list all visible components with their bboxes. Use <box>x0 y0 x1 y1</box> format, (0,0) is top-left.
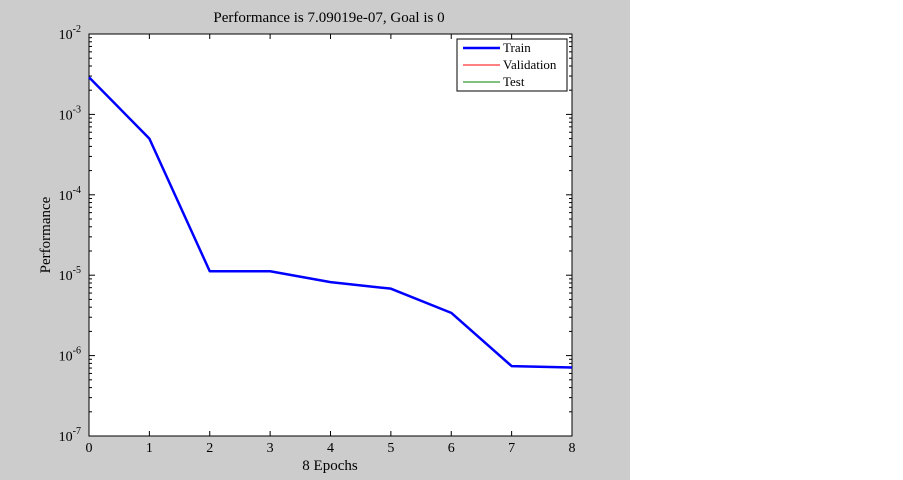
x-tick-label: 5 <box>387 441 394 456</box>
series-layer <box>88 76 573 369</box>
x-axis-label: 8 Epochs <box>302 458 358 474</box>
y-tick-label: 10-5 <box>59 265 81 284</box>
x-tick-label: 4 <box>327 441 334 456</box>
y-tick-label: 10-6 <box>59 346 81 365</box>
plot-area <box>88 33 573 437</box>
x-tick-label: 7 <box>508 441 515 456</box>
chart-title: Performance is 7.09019e-07, Goal is 0 <box>213 10 444 26</box>
y-tick-label: 10-7 <box>59 426 81 445</box>
legend: Train Validation Test <box>456 38 568 92</box>
y-axis-ticks: 10-2 10-3 10-4 10-5 10-6 10-7 <box>59 24 572 445</box>
y-tick-label: 10-3 <box>59 104 81 123</box>
y-tick-label: 10-2 <box>59 24 81 43</box>
x-tick-label: 6 <box>448 441 455 456</box>
legend-label-validation: Validation <box>503 57 557 72</box>
x-axis-ticks: 0 1 2 3 4 5 6 7 8 <box>86 34 576 456</box>
x-tick-label: 8 <box>569 441 576 456</box>
legend-label-train: Train <box>503 40 531 55</box>
legend-label-test: Test <box>503 74 525 89</box>
x-tick-label: 3 <box>267 441 274 456</box>
y-tick-label: 10-4 <box>59 185 81 204</box>
series-line-train <box>88 76 573 369</box>
y-axis-label: Performance <box>38 196 54 273</box>
x-tick-label: 2 <box>206 441 213 456</box>
x-tick-label: 0 <box>86 441 93 456</box>
x-tick-label: 1 <box>146 441 153 456</box>
